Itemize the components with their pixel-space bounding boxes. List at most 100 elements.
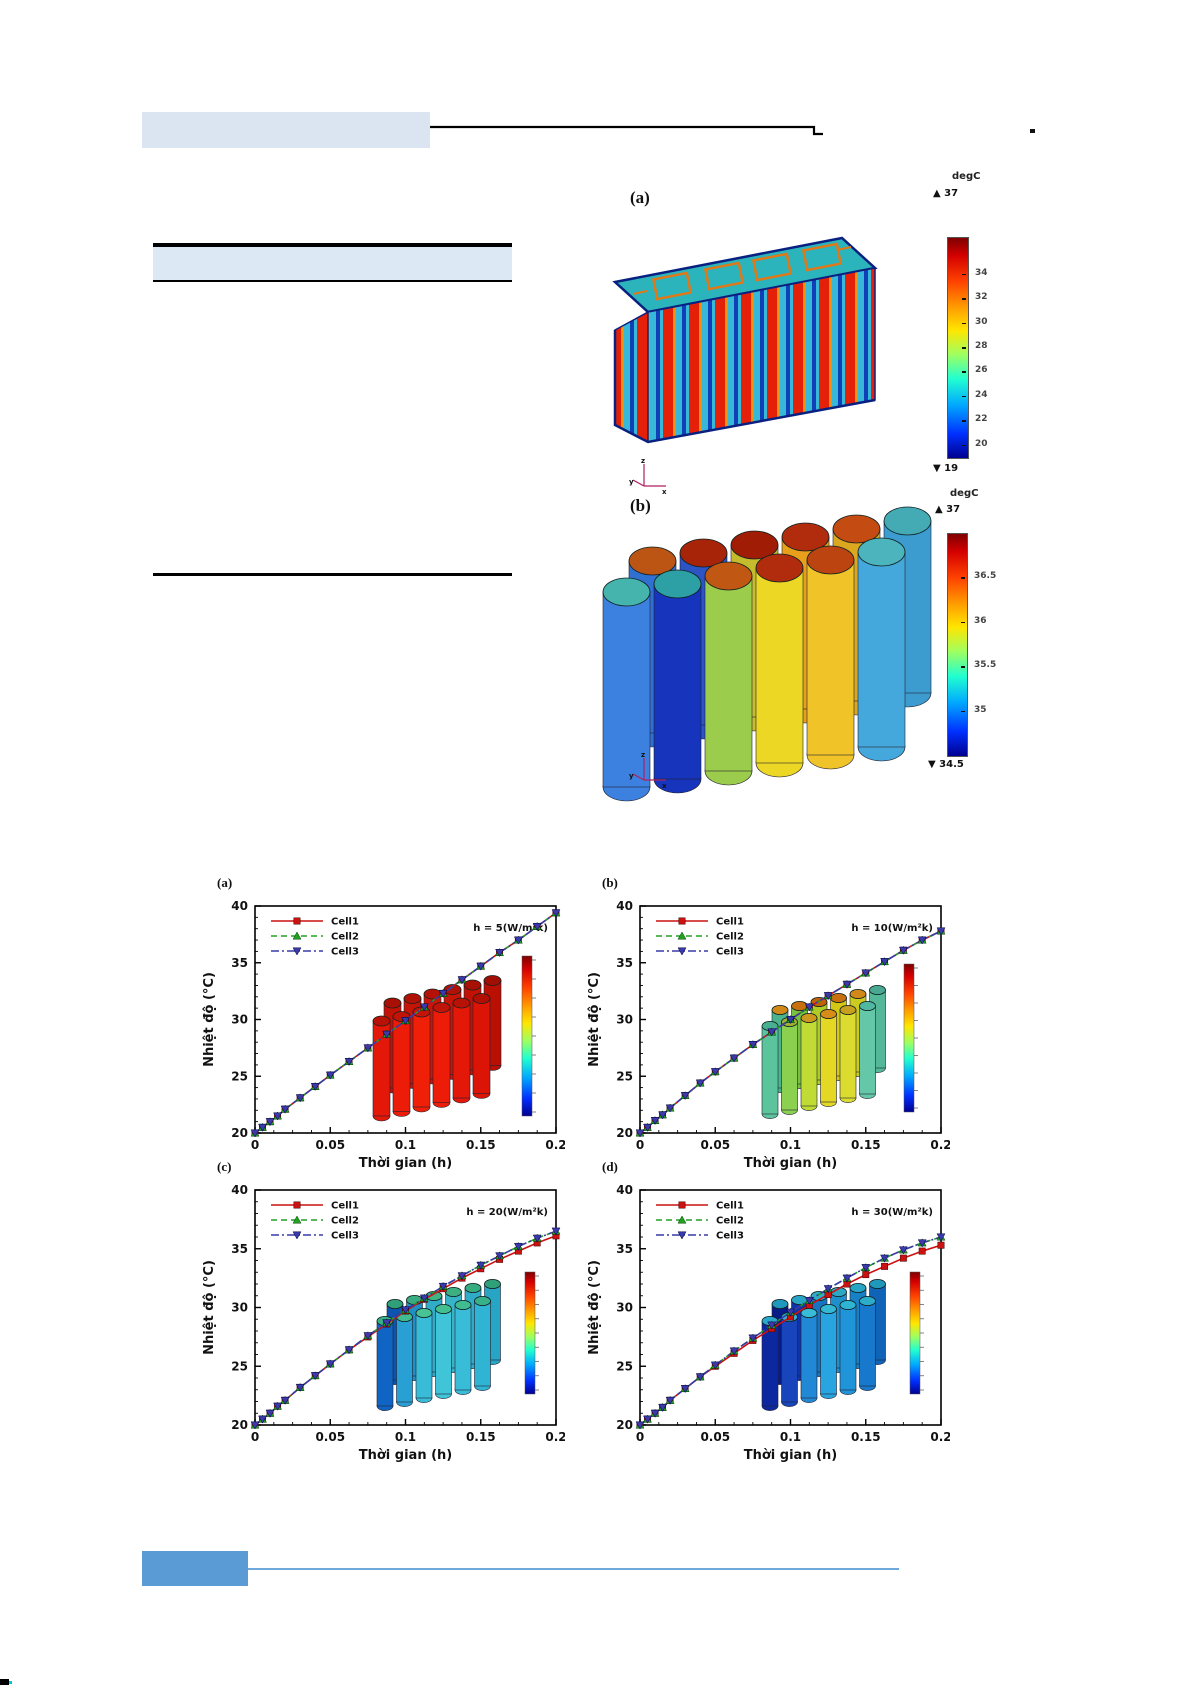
svg-text:x: x: [662, 782, 667, 790]
inset-colorbar: [903, 963, 915, 1113]
chart-a-canvas: 0 0.05 0.1 0.15 0.2 20 25 30 35 40 Thời gian (h) Nh…: [202, 875, 565, 1171]
colorbar-tick-label: 28: [975, 341, 988, 351]
colorbar-tick-label: 20: [975, 438, 988, 449]
x-axis-label: Thời gian (h): [744, 1156, 838, 1171]
top-cell-outlines: [651, 242, 843, 301]
h-annotation: h = 20(W/m²k): [466, 1207, 548, 1218]
y-axis-label: Nhiệt độ (°C): [202, 1260, 217, 1355]
axis-triad-a-icon: y x z: [629, 457, 667, 494]
y-tick-label: 25: [616, 1359, 633, 1373]
footer-rule: [248, 1568, 899, 1570]
legend-label: Cell2: [716, 1216, 744, 1227]
colorbar-a-unit: degC: [952, 171, 981, 182]
leader-line: [430, 125, 823, 136]
x-tick-label: 0: [636, 1138, 644, 1152]
y-tick-label: 35: [616, 956, 633, 970]
series-markers-Cell3: [635, 927, 946, 1138]
axis-triad: [632, 758, 666, 781]
top-tab-marks: [632, 246, 852, 295]
battery-pack-inset: [761, 985, 886, 1119]
page-corner-mark-cyan: [9, 1681, 12, 1684]
colorbar-tick-label: 30: [975, 316, 988, 327]
panel-letter: (d): [602, 1159, 618, 1174]
svg-text:x: x: [662, 488, 667, 494]
x-tick-label: 0.1: [780, 1138, 801, 1152]
colorbar-tick: [961, 666, 965, 668]
colorbar-tick: [962, 322, 966, 325]
panel-letter: (a): [217, 875, 232, 890]
x-tick-label: 0.1: [780, 1430, 801, 1444]
colorbar-b-min: ▼ 34.5: [928, 759, 964, 770]
legend-label: Cell1: [331, 1201, 359, 1212]
y-axis-label: Nhiệt độ (°C): [202, 972, 217, 1067]
footer-accent-box: [142, 1551, 248, 1586]
section-rule: [153, 573, 512, 576]
x-tick-label: 0.05: [700, 1430, 730, 1444]
legend: Cell1 Cell2 Cell3: [656, 917, 744, 958]
colorbar-tick-label: 32: [975, 292, 988, 303]
x-tick-label: 0.2: [930, 1430, 950, 1444]
x-tick-label: 0.15: [851, 1138, 881, 1152]
series-markers-Cell3: [250, 909, 561, 1138]
legend-label: Cell1: [331, 917, 359, 928]
inset-colorbar: [909, 1271, 921, 1395]
x-tick-label: 0.1: [395, 1430, 416, 1444]
y-tick-label: 35: [231, 956, 248, 970]
y-tick-label: 30: [231, 1301, 248, 1315]
svg-text:y: y: [629, 772, 634, 780]
legend-label: Cell1: [716, 1201, 744, 1212]
legend-label: Cell3: [331, 947, 359, 958]
colorbar-b-max: ▲ 37: [935, 504, 961, 515]
legend: Cell1 Cell2 Cell3: [271, 1201, 359, 1242]
battery-pack-cylindrical-figure: [602, 506, 932, 802]
colorbar-tick: [962, 395, 966, 398]
h-annotation: h = 30(W/m²k): [851, 1207, 933, 1218]
legend-label: Cell3: [716, 947, 744, 958]
colorbar-tick: [962, 347, 966, 349]
y-tick-label: 40: [231, 899, 248, 913]
colorbar-tick: [962, 420, 966, 422]
y-tick-label: 35: [231, 1242, 248, 1256]
x-tick-label: 0: [636, 1430, 644, 1444]
colorbar-b-ticks: 36.5 36 35.5 35: [947, 533, 1007, 757]
colorbar-tick: [962, 273, 966, 276]
colorbar-tick-label: 36.5: [974, 571, 997, 582]
h-annotation: h = 5(W/m²k): [473, 923, 548, 934]
x-tick-label: 0.05: [315, 1138, 345, 1152]
y-tick-label: 25: [231, 1069, 248, 1083]
inset-colorbar: [521, 955, 533, 1117]
legend: Cell1 Cell2 Cell3: [271, 917, 359, 958]
y-tick-label: 40: [616, 1183, 633, 1197]
axis-ticks: [639, 1189, 942, 1426]
y-tick-label: 20: [231, 1126, 248, 1140]
x-tick-label: 0.15: [466, 1138, 496, 1152]
y-tick-label: 40: [616, 899, 633, 913]
colorbar-a-max: ▲ 37: [933, 188, 959, 199]
inset-colorbar: [524, 1271, 536, 1395]
y-axis-label: Nhiệt độ (°C): [587, 1260, 602, 1355]
battery-pack-inset: [376, 1278, 501, 1411]
panel-letter: (c): [217, 1159, 231, 1174]
chart-b-canvas: 0 0.05 0.1 0.15 0.2 20 25 30 35 40 Thời gian (h) Nh…: [587, 875, 950, 1171]
colorbar-tick: [961, 621, 965, 624]
colorbar-tick-label: 36: [974, 615, 987, 626]
svg-text:y: y: [629, 478, 634, 486]
y-tick-label: 40: [231, 1183, 248, 1197]
y-tick-label: 30: [616, 1301, 633, 1315]
colorbar-tick: [962, 444, 966, 447]
x-tick-label: 0.05: [700, 1138, 730, 1152]
x-tick-label: 0.2: [930, 1138, 950, 1152]
x-tick-label: 0: [251, 1430, 259, 1444]
battery-pack-inset: [372, 975, 502, 1122]
y-tick-label: 25: [231, 1359, 248, 1373]
colorbar-tick-label: 34: [975, 267, 988, 278]
legend-label: Cell2: [331, 1216, 359, 1227]
y-tick-label: 30: [231, 1013, 248, 1027]
legend-label: Cell2: [331, 932, 359, 943]
series-markers-Cell3: [250, 1227, 561, 1430]
legend-label: Cell3: [716, 1231, 744, 1242]
table-header-rule-bottom: [153, 280, 512, 282]
x-tick-label: 0.2: [545, 1430, 565, 1444]
x-tick-label: 0.15: [466, 1430, 496, 1444]
